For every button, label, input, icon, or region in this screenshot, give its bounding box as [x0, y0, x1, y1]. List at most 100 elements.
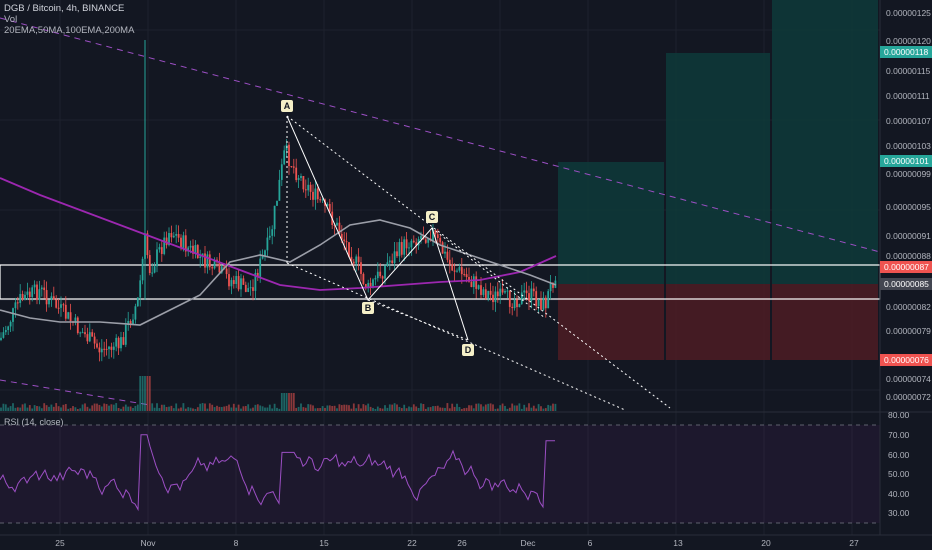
- price-tag-118: 0.00000118: [880, 46, 932, 58]
- position-zones[interactable]: [558, 0, 878, 360]
- candle-body: [451, 264, 453, 270]
- lower-trendline[interactable]: [0, 380, 150, 405]
- candle-body: [252, 287, 254, 291]
- volume-bar: [291, 393, 293, 411]
- volume-bar: [543, 409, 545, 411]
- volume-bar: [257, 404, 259, 411]
- volume-bar: [399, 407, 401, 411]
- volume-bar: [523, 405, 525, 411]
- candle-body: [267, 238, 269, 251]
- candle-body: [396, 251, 398, 256]
- volume-bar: [262, 406, 264, 411]
- volume-bar: [125, 405, 127, 411]
- volume-bar: [372, 408, 374, 411]
- candle-body: [91, 332, 93, 336]
- volume-bar: [298, 407, 300, 411]
- volume-bar: [355, 408, 357, 411]
- candle-body: [87, 334, 89, 341]
- pattern-point-labels[interactable]: A B C D: [281, 100, 474, 356]
- volume-bar: [142, 376, 144, 411]
- price-tick: 0.00000082: [886, 302, 931, 312]
- volume-bar: [485, 404, 487, 411]
- price-tick: 0.00000091: [886, 231, 931, 241]
- candle-body: [156, 249, 158, 266]
- candle-body: [264, 250, 266, 255]
- candle-body: [60, 304, 62, 308]
- candle-body: [499, 289, 501, 297]
- volume-bar: [271, 408, 273, 411]
- volume-bar: [243, 406, 245, 411]
- volume-bar: [139, 376, 141, 411]
- volume-bar: [406, 408, 408, 411]
- volume-bar: [87, 407, 89, 411]
- volume-bar: [555, 404, 557, 411]
- volume-bar: [163, 405, 165, 411]
- volume-bar: [221, 407, 223, 411]
- volume-bar: [293, 393, 295, 411]
- candle-body: [495, 292, 497, 303]
- volume-bar: [67, 409, 69, 411]
- candle-body: [70, 312, 72, 321]
- volume-bar: [82, 404, 84, 411]
- volume-bar: [281, 393, 283, 411]
- volume-bar: [235, 408, 237, 411]
- volume-bar: [449, 408, 451, 411]
- candle-body: [99, 348, 101, 353]
- volume-bar: [70, 408, 72, 411]
- volume-bar: [137, 405, 139, 411]
- volume-bar: [502, 404, 504, 411]
- candle-body: [315, 189, 317, 200]
- volume-bar: [276, 408, 278, 411]
- candle-body: [19, 294, 21, 303]
- volume-bar: [377, 407, 379, 411]
- volume-bar: [123, 407, 125, 411]
- volume-bar: [101, 407, 103, 411]
- volume-bar: [183, 403, 185, 411]
- volume-bar: [135, 406, 137, 411]
- candle-body: [65, 305, 67, 319]
- candle-body: [490, 291, 492, 295]
- volume-bar: [391, 405, 393, 411]
- volume-bar: [509, 408, 511, 411]
- volume-bar: [367, 404, 369, 411]
- ma-legend[interactable]: 20EMA,50MA,100EMA,200MA: [4, 25, 134, 36]
- candle-body: [51, 296, 53, 300]
- rsi-legend[interactable]: RSI (14, close): [4, 417, 64, 427]
- candle-body: [79, 332, 81, 333]
- volume-bar: [495, 409, 497, 411]
- volume-bar: [468, 405, 470, 411]
- volume-bar: [305, 408, 307, 411]
- candle-body: [39, 289, 41, 299]
- volume-bar: [408, 406, 410, 411]
- candle-body: [159, 247, 161, 249]
- candle-body: [526, 291, 528, 294]
- volume-legend[interactable]: Vol: [4, 14, 17, 25]
- volume-bar: [283, 393, 285, 411]
- volume-bar: [437, 406, 439, 411]
- volume-bar: [245, 406, 247, 411]
- volume-bar: [492, 404, 494, 411]
- candle-body: [550, 283, 552, 291]
- time-axis[interactable]: 25 Nov 8 15 22 26 Dec 6 13 20 27: [0, 535, 932, 548]
- candle-body: [439, 238, 441, 242]
- volume-bar: [96, 404, 98, 411]
- volume-bar: [240, 409, 242, 411]
- candle-body: [543, 298, 545, 310]
- candle-body: [528, 293, 530, 301]
- symbol-title[interactable]: DGB / Bitcoin, 4h, BINANCE: [4, 3, 124, 14]
- candle-body: [406, 239, 408, 248]
- time-tick: 22: [407, 538, 417, 548]
- volume-bars: [0, 376, 556, 411]
- volume-bar: [322, 406, 324, 411]
- candle-body: [389, 260, 391, 262]
- price-axis[interactable]: 0.00000125 0.00000120 0.00000115 0.00000…: [880, 0, 932, 535]
- volume-bar: [180, 408, 182, 411]
- stop-zone-2: [666, 284, 770, 360]
- volume-bar: [439, 407, 441, 411]
- volume-bar: [19, 408, 21, 411]
- volume-bar: [195, 409, 197, 411]
- ma200-line: [0, 178, 556, 290]
- candle-body: [233, 280, 235, 284]
- candle-body: [303, 176, 305, 189]
